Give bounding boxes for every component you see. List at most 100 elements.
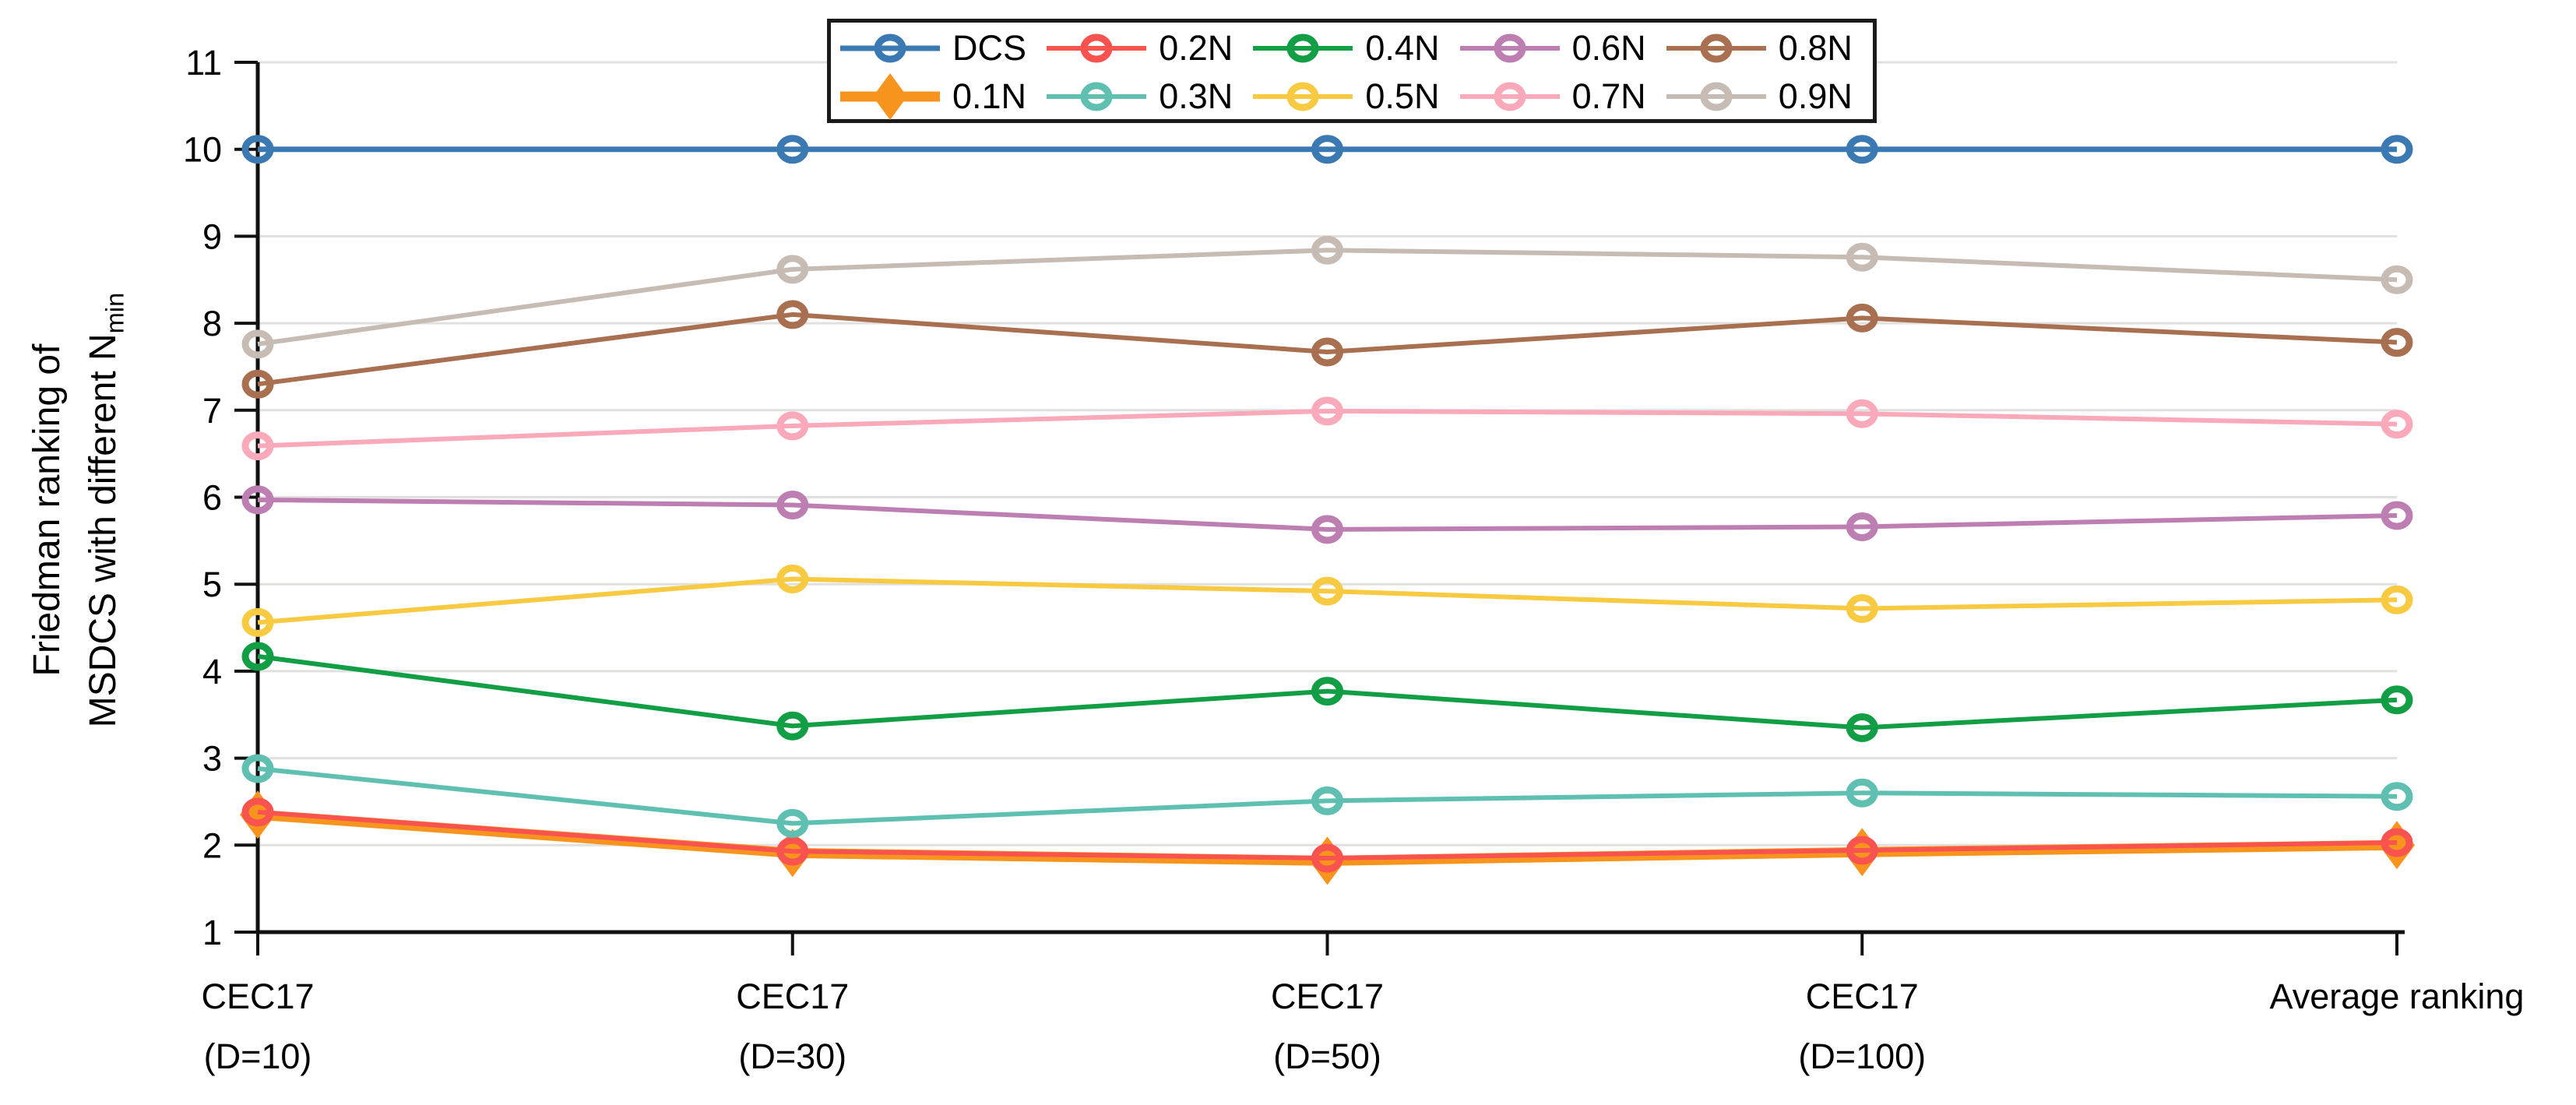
series-0.3N [241, 754, 2413, 838]
marker-0.4N-4 [2381, 685, 2413, 715]
series-line-0.2N [257, 809, 2398, 861]
legend-label-0.7N: 0.7N [1571, 76, 1646, 116]
legend-swatch-0.5N [1253, 82, 1353, 111]
gridlines [258, 61, 2397, 846]
legend-swatch-0.2N [1047, 33, 1147, 63]
marker-DCS-4 [2381, 135, 2413, 164]
marker-DCS-1 [776, 135, 809, 164]
x-tick-label-3-line2: (D=100) [1798, 1036, 1926, 1076]
y-tick-label-2: 2 [202, 825, 222, 865]
marker-0.5N-4 [2381, 585, 2413, 614]
x-tick-label-2-line1: CEC17 [1271, 977, 1384, 1016]
marker-DCS-0 [241, 135, 274, 164]
marker-0.4N-2 [1311, 677, 1343, 706]
legend-swatch-0.6N [1459, 33, 1560, 63]
marker-0.5N-3 [1846, 593, 1878, 623]
marker-0.1N-0 [240, 790, 276, 839]
marker-0.8N-3 [1846, 303, 1878, 333]
marker-0.8N-0 [241, 369, 274, 399]
marker-0.6N-3 [1846, 512, 1878, 541]
x-tick-label-0-line2: (D=10) [204, 1036, 312, 1076]
series-0.9N [241, 235, 2413, 359]
marker-0.8N-4 [2381, 328, 2413, 357]
legend-label-DCS: DCS [952, 28, 1027, 68]
x-tick-label-3-line1: CEC17 [1806, 977, 1919, 1016]
marker-DCS-2 [1311, 135, 1343, 164]
y-tick-label-8: 8 [202, 304, 222, 343]
legend-swatch-0.4N [1253, 33, 1353, 63]
marker-0.3N-2 [1311, 786, 1343, 815]
marker-0.9N-1 [776, 255, 809, 284]
y-tick-label-10: 10 [183, 130, 222, 170]
marker-0.7N-4 [2381, 410, 2413, 439]
series-0.7N [241, 396, 2413, 461]
legend-swatch-0.1N [840, 73, 940, 120]
marker-0.5N-0 [241, 607, 274, 637]
series-line-0.4N [257, 653, 2398, 730]
legend-marker-DCS [874, 33, 906, 63]
legend-label-0.5N: 0.5N [1365, 76, 1440, 116]
legend-marker-0.4N [1286, 33, 1319, 63]
series-0.4N [241, 642, 2413, 743]
series-DCS [241, 135, 2413, 164]
legend-label-0.9N: 0.9N [1778, 76, 1853, 116]
legend-item-0.7N: 0.7N [1455, 72, 1662, 121]
y-tick-label-3: 3 [202, 739, 222, 779]
series-line-0.8N [257, 311, 2398, 387]
marker-0.2N-3 [1846, 836, 1878, 865]
legend-marker-0.9N [1700, 82, 1733, 111]
marker-0.2N-4 [2381, 828, 2413, 857]
y-tick-label-7: 7 [202, 391, 222, 431]
series-0.2N [241, 797, 2413, 873]
legend-item-0.4N: 0.4N [1248, 24, 1455, 72]
marker-0.9N-0 [241, 329, 274, 359]
legend-label-0.2N: 0.2N [1159, 28, 1233, 68]
legend-item-0.9N: 0.9N [1662, 72, 1868, 121]
y-tick-label-4: 4 [202, 652, 222, 692]
series-line-0.7N [257, 408, 2398, 449]
legend-label-0.6N: 0.6N [1571, 28, 1646, 68]
marker-0.5N-1 [776, 564, 809, 593]
legend-label-0.1N: 0.1N [952, 76, 1027, 116]
marker-0.7N-2 [1311, 396, 1343, 426]
marker-0.3N-0 [241, 754, 274, 783]
series-line-0.6N [257, 497, 2398, 532]
marker-0.7N-0 [241, 431, 274, 461]
marker-0.6N-2 [1311, 515, 1343, 544]
legend-label-0.3N: 0.3N [1159, 76, 1233, 116]
legend-item-0.2N: 0.2N [1042, 24, 1248, 72]
legend-swatch-0.8N [1666, 33, 1766, 63]
marker-0.9N-2 [1311, 235, 1343, 265]
legend-item-DCS: DCS [836, 24, 1042, 72]
legend-marker-0.5N [1286, 82, 1319, 111]
series-0.6N [241, 485, 2413, 544]
marker-0.5N-2 [1311, 576, 1343, 606]
legend-item-0.8N: 0.8N [1662, 24, 1868, 72]
marker-0.3N-3 [1846, 778, 1878, 808]
series-line-0.3N [257, 766, 2398, 826]
legend-swatch-0.3N [1047, 82, 1147, 111]
marker-0.9N-3 [1846, 242, 1878, 272]
x-tick-label-2-line2: (D=50) [1273, 1036, 1381, 1076]
legend-item-0.1N: 0.1N [836, 72, 1042, 121]
marker-0.3N-4 [2381, 782, 2413, 811]
legend-label-0.4N: 0.4N [1365, 28, 1440, 68]
y-axis-label: Friedman ranking of MSDCS with different… [19, 293, 132, 728]
x-tick-label-1-line2: (D=30) [738, 1036, 846, 1076]
legend-marker-0.3N [1080, 82, 1113, 111]
y-tick-label-11: 11 [185, 43, 222, 83]
legend-item-0.5N: 0.5N [1248, 72, 1455, 121]
marker-0.8N-1 [776, 300, 809, 329]
marker-0.2N-0 [241, 797, 274, 827]
y-axis-label-subscript: min [100, 292, 129, 334]
x-tick-label-4-line1: Average ranking [2270, 977, 2525, 1016]
marker-0.6N-1 [776, 491, 809, 520]
legend-marker-0.1N [873, 73, 907, 120]
legend-marker-0.7N [1494, 82, 1526, 111]
legend-marker-0.8N [1700, 33, 1733, 63]
legend-marker-0.6N [1494, 33, 1526, 63]
legend-swatch-0.7N [1459, 82, 1560, 111]
y-tick-label-6: 6 [202, 478, 222, 518]
